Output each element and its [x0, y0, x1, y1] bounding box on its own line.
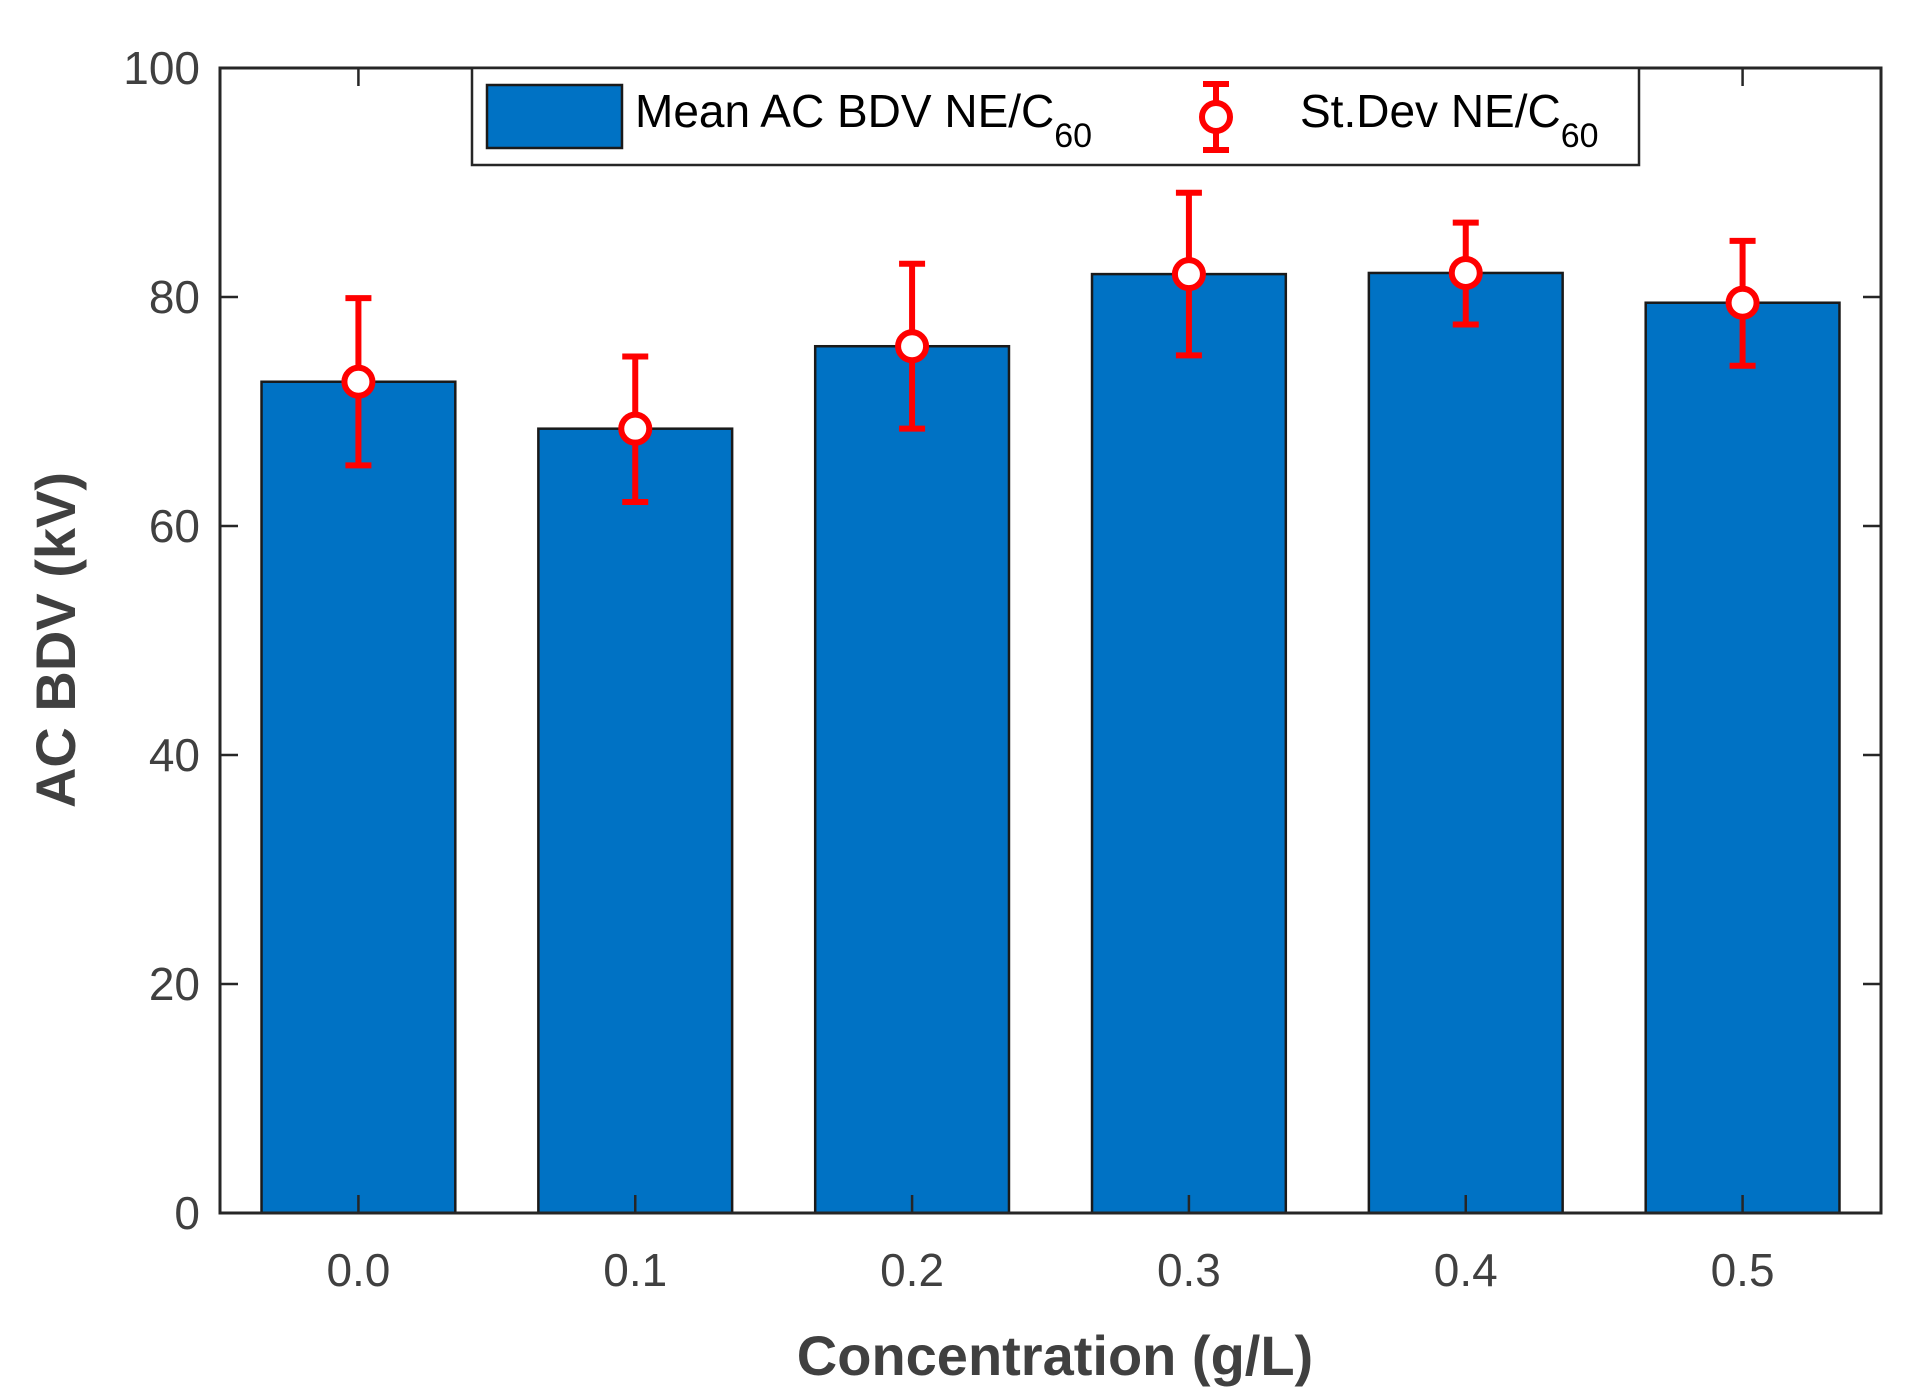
bar-0.2 — [813, 344, 1011, 1215]
y-tick-label-20: 20 — [149, 958, 200, 1010]
error-bar-0.4 — [1448, 219, 1483, 328]
bar-0.0 — [260, 380, 457, 1215]
x-tick-label-0.0: 0.0 — [326, 1244, 390, 1296]
y-tick-label-0: 0 — [174, 1187, 200, 1239]
error-bar-marker — [1171, 257, 1206, 292]
legend-error-label-main: St.Dev NE/C — [1300, 85, 1561, 137]
bar-0.1 — [537, 427, 734, 1215]
y-tick-labels: 0 20 40 60 80 100 — [123, 42, 200, 1239]
y-tick-label-100: 100 — [123, 42, 200, 94]
y-tick-label-80: 80 — [149, 271, 200, 323]
bars-layer — [260, 271, 1841, 1215]
error-bar-0.5 — [1725, 237, 1760, 369]
y-tick-label-60: 60 — [149, 500, 200, 552]
error-bar-marker — [341, 364, 376, 399]
legend-bar-swatch — [485, 83, 624, 150]
error-bar-marker — [1725, 285, 1760, 320]
legend-box — [470, 66, 1641, 167]
legend-error-marker — [1199, 81, 1233, 153]
error-bar-0.0 — [341, 295, 376, 469]
error-bar-0.3 — [1171, 189, 1206, 359]
bar-0.4 — [1367, 271, 1564, 1215]
x-tick-label-0.4: 0.4 — [1434, 1244, 1498, 1296]
x-tick-label-0.2: 0.2 — [880, 1244, 944, 1296]
x-tick-label-0.1: 0.1 — [603, 1244, 667, 1296]
legend-error-label-subscript: 60 — [1561, 117, 1599, 155]
error-bar-0.1 — [618, 353, 653, 505]
bar-0.5 — [1644, 301, 1841, 1215]
legend-bar-label: Mean AC BDV NE/C60 — [635, 85, 1092, 155]
legend: Mean AC BDV NE/C60 St.Dev NE/C60 — [470, 66, 1641, 167]
error-bar-marker — [1448, 255, 1483, 290]
y-axis-title: AC BDV (kV) — [24, 472, 87, 808]
x-tick-label-0.3: 0.3 — [1157, 1244, 1221, 1296]
y-tick-label-40: 40 — [149, 729, 200, 781]
legend-bar-label-subscript: 60 — [1054, 117, 1092, 155]
x-tick-labels: 0.0 0.1 0.2 0.3 0.4 0.5 — [326, 1244, 1774, 1296]
x-axis-title: Concentration (g/L) — [797, 1324, 1313, 1387]
error-bar-marker — [618, 411, 653, 446]
bar-0.3 — [1090, 272, 1288, 1215]
x-tick-label-0.5: 0.5 — [1711, 1244, 1775, 1296]
error-bars-layer — [341, 189, 1760, 505]
error-bar-marker — [895, 329, 930, 364]
legend-error-label: St.Dev NE/C60 — [1300, 85, 1599, 155]
legend-bar-label-main: Mean AC BDV NE/C — [635, 85, 1054, 137]
error-bar-0.2 — [895, 260, 930, 432]
